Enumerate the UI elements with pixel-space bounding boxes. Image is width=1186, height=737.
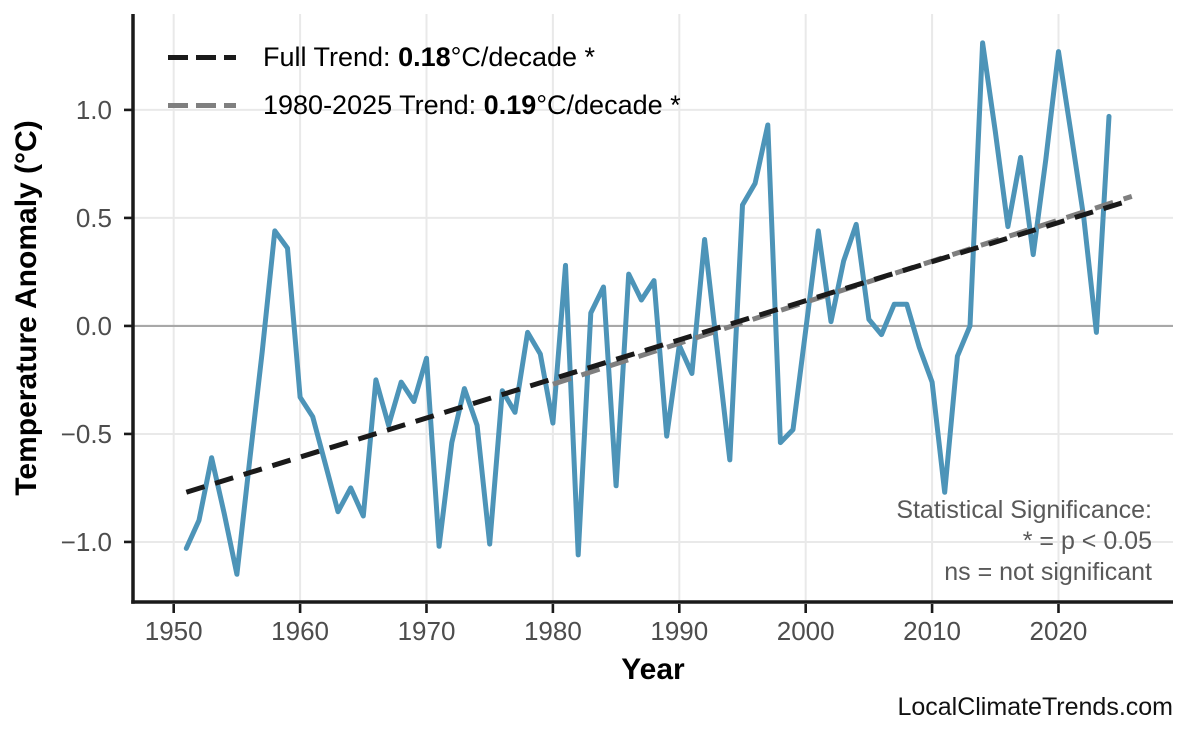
x-tick-label: 1990: [650, 616, 709, 646]
x-tick-label: 2010: [903, 616, 961, 646]
significance-note: Statistical Significance: * = p < 0.05 n…: [896, 495, 1152, 588]
recent-trend-label-suffix: °C/decade *: [536, 89, 681, 120]
y-tick-label: 0.0: [75, 310, 112, 341]
x-tick-label: 1950: [144, 616, 203, 646]
recent-trend-line: [552, 193, 1133, 387]
x-tick-label: 1970: [397, 616, 456, 646]
legend-item-recent-trend: 1980-2025 Trend: 0.19°C/decade *: [168, 81, 681, 129]
y-tick-label: −0.5: [60, 418, 112, 449]
y-tick-label: 1.0: [75, 94, 112, 125]
full-trend-value: 0.18: [398, 41, 451, 72]
x-tick-label: 1980: [523, 616, 582, 646]
significance-line-3: ns = not significant: [944, 558, 1152, 586]
full-trend-line: [185, 198, 1129, 495]
recent-trend-value: 0.19: [483, 89, 537, 120]
full-trend-label-prefix: Full Trend:: [263, 41, 399, 72]
y-tick-label: −1.0: [60, 526, 112, 557]
recent-trend-dash-swatch: [168, 102, 236, 108]
temperature-line: [183, 40, 1112, 577]
x-axis-title: Year: [621, 653, 685, 686]
significance-line-1: Statistical Significance:: [896, 496, 1152, 524]
full-trend-label-suffix: °C/decade *: [450, 41, 596, 72]
watermark: LocalClimateTrends.com: [897, 693, 1173, 721]
x-tick-label: 2000: [776, 616, 835, 646]
significance-line-2: * = p < 0.05: [1022, 527, 1152, 555]
recent-trend-label: 1980-2025 Trend: 0.19°C/decade *: [263, 90, 681, 121]
legend-item-full-trend: Full Trend: 0.18°C/decade *: [168, 33, 681, 81]
x-tick-label: 2020: [1029, 616, 1088, 646]
legend: Full Trend: 0.18°C/decade * 1980-2025 Tr…: [168, 33, 681, 129]
full-trend-dash-swatch: [168, 54, 236, 60]
full-trend-label: Full Trend: 0.18°C/decade *: [263, 42, 595, 73]
recent-trend-label-prefix: 1980-2025 Trend:: [263, 89, 484, 120]
x-tick-label: 1960: [271, 616, 330, 646]
y-tick-label: 0.5: [75, 202, 112, 233]
